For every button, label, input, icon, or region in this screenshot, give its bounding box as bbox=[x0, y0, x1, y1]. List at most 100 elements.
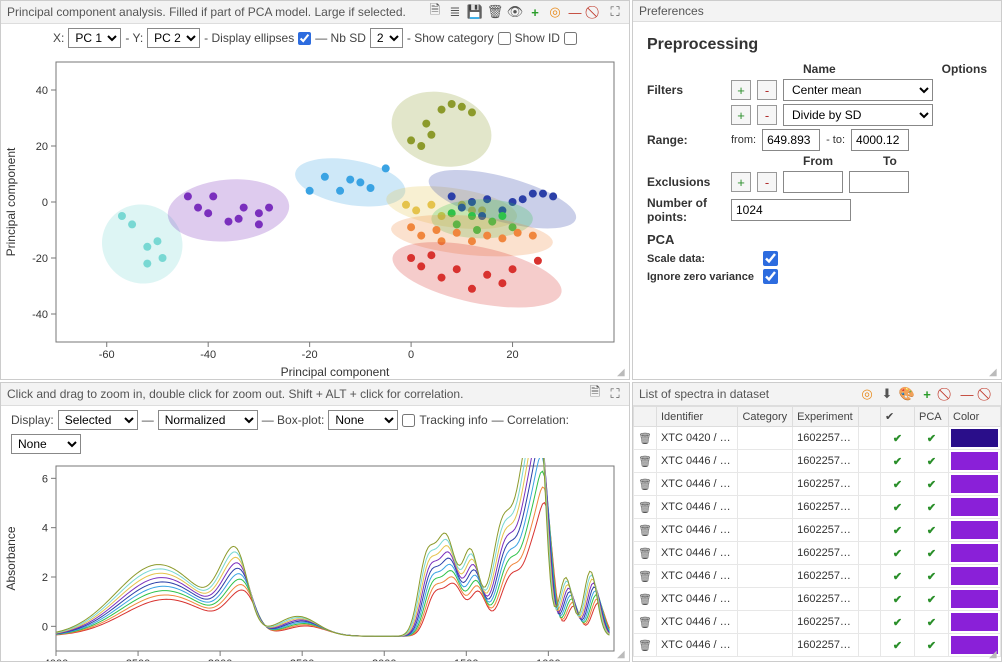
table-row[interactable]: 🗑XTC 0446 / 04…1602257…✔✔ bbox=[634, 473, 1001, 496]
table-row[interactable]: 🗑XTC 0446 / 04…1602257…✔✔ bbox=[634, 565, 1001, 588]
filter2-select[interactable]: Divide by SD bbox=[783, 104, 933, 126]
color-cell[interactable] bbox=[949, 519, 1001, 542]
check-cell[interactable]: ✔ bbox=[881, 588, 915, 611]
plus-icon[interactable]: + bbox=[919, 386, 935, 402]
check-cell[interactable]: ✔ bbox=[881, 496, 915, 519]
check-cell[interactable]: ✔ bbox=[881, 542, 915, 565]
col-header[interactable]: Color bbox=[949, 407, 1001, 427]
col-header[interactable] bbox=[859, 407, 881, 427]
scale-checkbox[interactable] bbox=[763, 251, 778, 266]
col-header[interactable] bbox=[634, 407, 657, 427]
target-icon[interactable]: ◎ bbox=[547, 4, 563, 20]
pca-chart-area[interactable]: -60-40-20020-40-2002040Principal compone… bbox=[1, 52, 629, 379]
table-row[interactable]: 🗑XTC 0446 / 04…1602257…✔✔ bbox=[634, 496, 1001, 519]
list-icon[interactable]: ≣ bbox=[447, 4, 463, 20]
strike-eye2-icon[interactable]: ⃠ bbox=[939, 386, 955, 402]
table-row[interactable]: 🗑XTC 0446 / 04…1602257…✔✔ bbox=[634, 542, 1001, 565]
tracking-checkbox[interactable] bbox=[402, 414, 415, 427]
pc-x-select[interactable]: PC 1 bbox=[68, 28, 121, 48]
table-row[interactable]: 🗑XTC 0420 / 04…1602257…✔✔ bbox=[634, 427, 1001, 450]
filter2-add-button[interactable]: + bbox=[731, 105, 751, 125]
check-cell[interactable]: ✔ bbox=[881, 519, 915, 542]
trash-icon[interactable]: 🗑 bbox=[634, 496, 657, 519]
pca-cell[interactable]: ✔ bbox=[915, 565, 949, 588]
nbsd-select[interactable]: 2 bbox=[370, 28, 403, 48]
pca-cell[interactable]: ✔ bbox=[915, 588, 949, 611]
spectra-chart-area[interactable]: 40003500300025002000150010000246Wavenumb… bbox=[1, 458, 629, 661]
ignorezero-checkbox[interactable] bbox=[763, 269, 778, 284]
doc-icon[interactable]: 🗎 bbox=[427, 4, 443, 20]
expand-icon[interactable]: ⛶ bbox=[607, 386, 623, 402]
col-header[interactable]: Identifier bbox=[656, 407, 738, 427]
pca-cell[interactable]: ✔ bbox=[915, 473, 949, 496]
trash-icon[interactable]: 🗑 bbox=[634, 611, 657, 634]
table-row[interactable]: 🗑XTC 0446 / 04…1602257…✔✔ bbox=[634, 588, 1001, 611]
check-cell[interactable]: ✔ bbox=[881, 611, 915, 634]
pca-cell[interactable]: ✔ bbox=[915, 450, 949, 473]
filter1-select[interactable]: Center mean bbox=[783, 79, 933, 101]
minus-icon[interactable]: — bbox=[567, 4, 583, 20]
norm-select[interactable]: Normalized bbox=[158, 410, 258, 430]
range-to-input[interactable] bbox=[851, 129, 909, 151]
check-cell[interactable]: ✔ bbox=[881, 565, 915, 588]
color-cell[interactable] bbox=[949, 473, 1001, 496]
color-cell[interactable] bbox=[949, 565, 1001, 588]
filter-remove-button[interactable]: - bbox=[757, 80, 777, 100]
check-cell[interactable]: ✔ bbox=[881, 450, 915, 473]
download-icon[interactable]: ⬇ bbox=[879, 386, 895, 402]
excl-add-button[interactable]: + bbox=[731, 172, 751, 192]
pca-cell[interactable]: ✔ bbox=[915, 611, 949, 634]
excl-from-input[interactable] bbox=[783, 171, 843, 193]
filter-add-button[interactable]: + bbox=[731, 80, 751, 100]
trash-icon[interactable]: 🗑 bbox=[634, 542, 657, 565]
table-row[interactable]: 🗑XTC 0446 / 04…1602257…✔✔ bbox=[634, 634, 1001, 657]
trash-icon[interactable]: 🗑 bbox=[634, 519, 657, 542]
trash-icon[interactable]: 🗑 bbox=[634, 450, 657, 473]
pca-cell[interactable]: ✔ bbox=[915, 634, 949, 657]
check-cell[interactable]: ✔ bbox=[881, 473, 915, 496]
palette-icon[interactable]: 🎨 bbox=[899, 386, 915, 402]
check-cell[interactable]: ✔ bbox=[881, 634, 915, 657]
color-cell[interactable] bbox=[949, 450, 1001, 473]
expand-icon[interactable]: ⛶ bbox=[607, 4, 623, 20]
col-header[interactable]: ✔ bbox=[881, 407, 915, 427]
excl-to-input[interactable] bbox=[849, 171, 909, 193]
color-cell[interactable] bbox=[949, 588, 1001, 611]
pca-cell[interactable]: ✔ bbox=[915, 496, 949, 519]
table-row[interactable]: 🗑XTC 0446 / 04…1602257…✔✔ bbox=[634, 611, 1001, 634]
color-cell[interactable] bbox=[949, 542, 1001, 565]
showcat-checkbox[interactable] bbox=[498, 32, 511, 45]
col-header[interactable]: Experiment bbox=[793, 407, 859, 427]
ellipses-checkbox[interactable] bbox=[298, 32, 311, 45]
trash-icon[interactable]: 🗑 bbox=[634, 634, 657, 657]
showid-checkbox[interactable] bbox=[564, 32, 577, 45]
check-cell[interactable]: ✔ bbox=[881, 427, 915, 450]
display-select[interactable]: Selected bbox=[58, 410, 138, 430]
table-row[interactable]: 🗑XTC 0446 / 04…1602257…✔✔ bbox=[634, 519, 1001, 542]
filter2-remove-button[interactable]: - bbox=[757, 105, 777, 125]
plus-icon[interactable]: + bbox=[527, 4, 543, 20]
color-cell[interactable] bbox=[949, 496, 1001, 519]
trash-icon[interactable]: 🗑 bbox=[487, 4, 503, 20]
trash-icon[interactable]: 🗑 bbox=[634, 427, 657, 450]
trash-icon[interactable]: 🗑 bbox=[634, 565, 657, 588]
trash-icon[interactable]: 🗑 bbox=[634, 588, 657, 611]
trash-icon[interactable]: 🗑 bbox=[634, 473, 657, 496]
box-select[interactable]: None bbox=[328, 410, 398, 430]
eye-icon[interactable]: 👁 bbox=[507, 4, 523, 20]
excl-remove-button[interactable]: - bbox=[757, 172, 777, 192]
pca-cell[interactable]: ✔ bbox=[915, 519, 949, 542]
color-cell[interactable] bbox=[949, 611, 1001, 634]
minus-icon[interactable]: — bbox=[959, 386, 975, 402]
corr-select[interactable]: None bbox=[11, 434, 81, 454]
target-icon[interactable]: ◎ bbox=[859, 386, 875, 402]
color-cell[interactable] bbox=[949, 634, 1001, 657]
pca-cell[interactable]: ✔ bbox=[915, 542, 949, 565]
strike-eye-icon[interactable]: ⃠ bbox=[979, 386, 995, 402]
table-row[interactable]: 🗑XTC 0446 / 04…1602257…✔✔ bbox=[634, 450, 1001, 473]
doc-icon[interactable]: 🗎 bbox=[587, 386, 603, 402]
col-header[interactable]: Category bbox=[738, 407, 793, 427]
save-icon[interactable]: 💾 bbox=[467, 4, 483, 20]
pc-y-select[interactable]: PC 2 bbox=[147, 28, 200, 48]
range-from-input[interactable] bbox=[762, 129, 820, 151]
